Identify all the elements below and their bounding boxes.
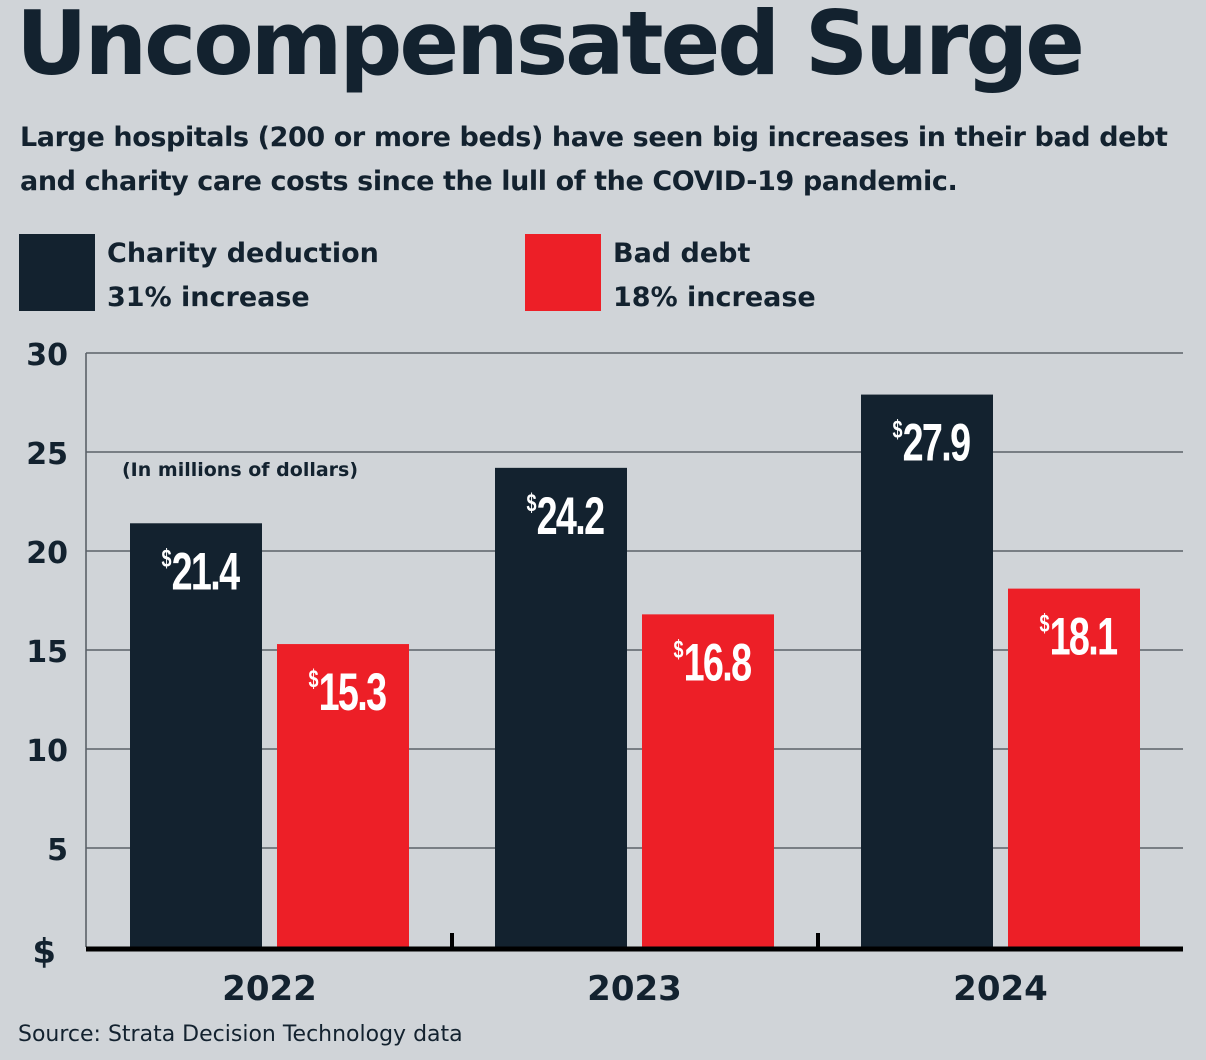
currency-symbol: $ — [674, 634, 684, 663]
source-note: Source: Strata Decision Technology data — [18, 1022, 463, 1047]
chart-title: Uncompensated Surge — [16, 0, 1085, 95]
y-tick-label: 15 — [26, 635, 68, 670]
x-tick-label: 2024 — [953, 969, 1048, 1009]
legend-note-charity: 31% increase — [107, 282, 310, 313]
bar-value: 27.9 — [903, 412, 970, 472]
bar-bad-debt-2024 — [1008, 588, 1140, 947]
bar-value: 15.3 — [319, 662, 386, 722]
bar-value: 24.2 — [537, 485, 604, 545]
currency-symbol: $ — [162, 543, 172, 572]
legend-label-bad-debt: Bad debt — [613, 238, 751, 269]
bar-value-label: $16.8 — [674, 632, 752, 692]
y-tick-label: 30 — [26, 338, 68, 373]
legend-swatch-bad-debt — [525, 234, 601, 311]
x-tick-label: 2022 — [222, 969, 317, 1009]
currency-symbol: $ — [1040, 609, 1050, 638]
legend-swatch-charity — [19, 234, 95, 311]
bar-value: 21.4 — [172, 541, 241, 601]
bar-value-label: $24.2 — [527, 485, 604, 545]
currency-symbol: $ — [893, 415, 903, 444]
bar-bad-debt-2023 — [642, 614, 774, 947]
bar-bad-debt-2022 — [277, 644, 409, 947]
x-tick-label: 2023 — [587, 969, 682, 1009]
bar-value-label: $27.9 — [893, 412, 970, 472]
bar-value: 16.8 — [684, 632, 752, 692]
units-annotation: (In millions of dollars) — [122, 459, 358, 481]
y-tick-label: 20 — [26, 536, 68, 571]
bar-charity-2023 — [495, 467, 627, 947]
y-tick-label: 5 — [47, 833, 68, 868]
legend-note-bad-debt: 18% increase — [613, 282, 816, 313]
bar-value: 18.1 — [1050, 606, 1118, 666]
bar-value-label: $15.3 — [309, 662, 386, 722]
y-tick-label: $ — [32, 932, 56, 972]
currency-symbol: $ — [309, 664, 319, 693]
currency-symbol: $ — [527, 488, 537, 517]
bar-charity-2024 — [861, 394, 993, 948]
bar-value-label: $21.4 — [162, 541, 241, 601]
bar-charity-2022 — [130, 523, 262, 947]
y-tick-label: 10 — [26, 734, 68, 769]
legend-label-charity: Charity deduction — [107, 238, 379, 269]
y-tick-label: 25 — [26, 437, 68, 472]
bar-value-label: $18.1 — [1040, 606, 1118, 666]
chart-subtitle: Large hospitals (200 or more beds) have … — [20, 122, 1168, 197]
